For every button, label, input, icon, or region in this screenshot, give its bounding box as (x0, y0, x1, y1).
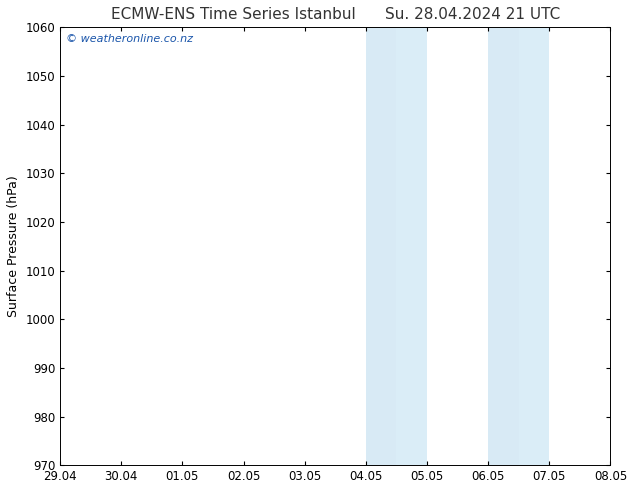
Bar (519, 27, 549, 465)
Y-axis label: Surface Pressure (hPa): Surface Pressure (hPa) (7, 175, 20, 317)
Title: ECMW-ENS Time Series Istanbul      Su. 28.04.2024 21 UTC: ECMW-ENS Time Series Istanbul Su. 28.04.… (111, 7, 560, 22)
Bar (366, 27, 396, 465)
Bar (488, 27, 519, 465)
Bar (396, 27, 427, 465)
Text: © weatheronline.co.nz: © weatheronline.co.nz (65, 34, 193, 44)
